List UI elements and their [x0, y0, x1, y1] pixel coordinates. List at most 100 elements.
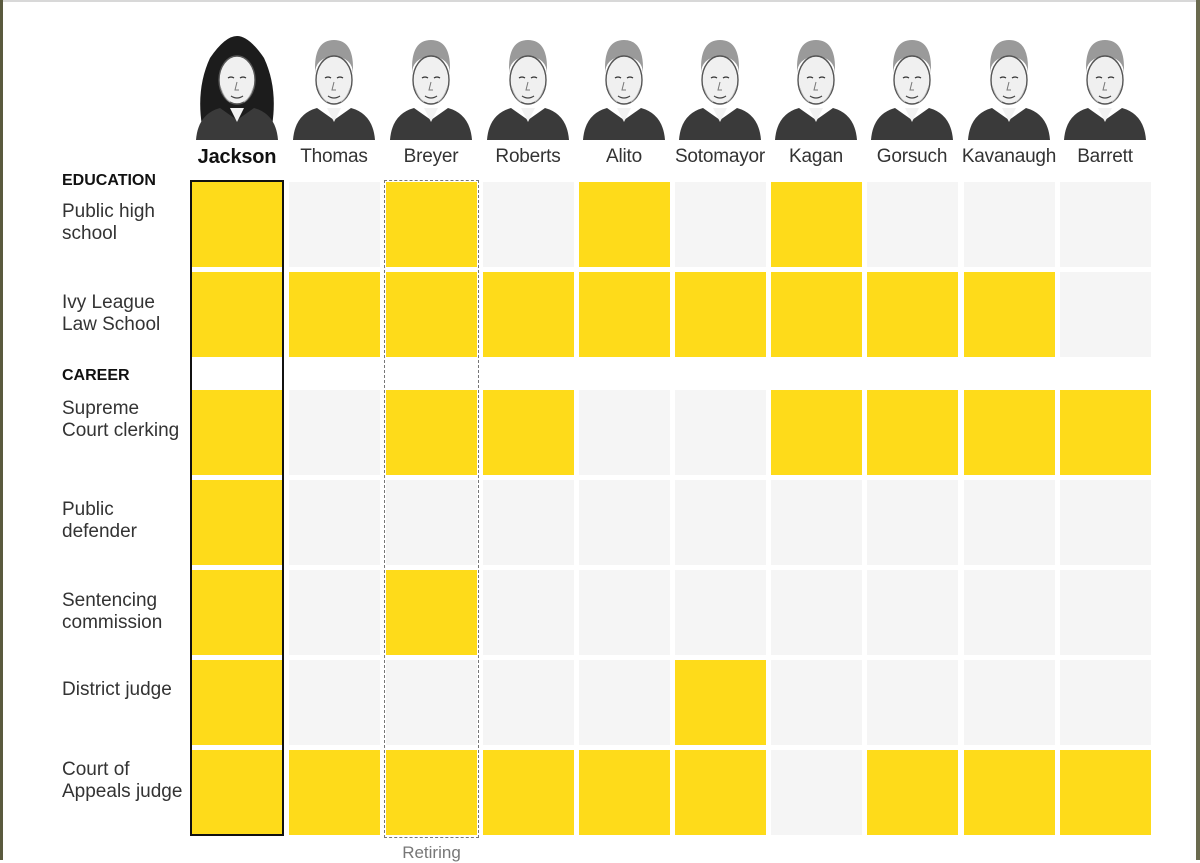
cell-supreme-court-clerking-jackson	[192, 390, 283, 475]
cell-district-judge-thomas	[289, 660, 380, 745]
cell-court-of-appeals-judge-roberts	[483, 750, 574, 835]
column-header-kavanaugh: Kavanaugh	[961, 146, 1057, 167]
column-header-roberts: Roberts	[495, 146, 561, 167]
column-header-alito: Alito	[606, 146, 642, 167]
row-label-sentencing-commission: Sentencing commission	[62, 590, 163, 633]
cell-ivy-league-law-school-sotomayor	[675, 272, 766, 357]
cell-ivy-league-law-school-barrett	[1060, 272, 1151, 357]
window-right-edge	[1196, 0, 1200, 860]
cell-sentencing-commission-kagan	[771, 570, 862, 655]
cell-public-high-school-barrett	[1060, 182, 1151, 267]
window-left-edge	[0, 0, 3, 860]
cell-sentencing-commission-thomas	[289, 570, 380, 655]
row-label-public-defender: Public defender	[62, 499, 138, 542]
cell-public-high-school-roberts	[483, 182, 574, 267]
cell-court-of-appeals-judge-jackson	[192, 750, 283, 835]
cell-public-high-school-breyer	[386, 182, 477, 267]
cell-supreme-court-clerking-kavanaugh	[964, 390, 1055, 475]
cell-public-defender-jackson	[192, 480, 283, 565]
cell-public-defender-gorsuch	[867, 480, 958, 565]
row-label-public-high-school: Public high school	[62, 201, 155, 244]
column-header-gorsuch: Gorsuch	[876, 146, 948, 167]
portrait-barrett	[1064, 40, 1146, 140]
cell-public-high-school-kagan	[771, 182, 862, 267]
row-label-ivy-league-law-school: Ivy League Law School	[62, 292, 161, 335]
cell-public-defender-roberts	[483, 480, 574, 565]
cell-district-judge-jackson	[192, 660, 283, 745]
cell-public-defender-kagan	[771, 480, 862, 565]
cell-district-judge-sotomayor	[675, 660, 766, 745]
cell-court-of-appeals-judge-sotomayor	[675, 750, 766, 835]
cell-district-judge-breyer	[386, 660, 477, 745]
portrait-alito	[583, 40, 665, 140]
cell-district-judge-alito	[579, 660, 670, 745]
retiring-annotation: Retiring	[402, 843, 461, 862]
cell-public-high-school-gorsuch	[867, 182, 958, 267]
cell-court-of-appeals-judge-gorsuch	[867, 750, 958, 835]
cell-supreme-court-clerking-alito	[579, 390, 670, 475]
cell-court-of-appeals-judge-alito	[579, 750, 670, 835]
cell-public-high-school-kavanaugh	[964, 182, 1055, 267]
section-heading-career: CAREER	[62, 367, 130, 384]
cell-district-judge-barrett	[1060, 660, 1151, 745]
portrait-gorsuch	[871, 40, 953, 140]
portrait-breyer	[390, 40, 472, 140]
cell-court-of-appeals-judge-kagan	[771, 750, 862, 835]
portrait-thomas	[293, 40, 375, 140]
cell-ivy-league-law-school-kagan	[771, 272, 862, 357]
portrait-jackson	[196, 36, 278, 140]
portrait-roberts	[487, 40, 569, 140]
section-heading-education: EDUCATION	[62, 172, 156, 189]
cell-court-of-appeals-judge-thomas	[289, 750, 380, 835]
cell-public-defender-thomas	[289, 480, 380, 565]
cell-public-defender-kavanaugh	[964, 480, 1055, 565]
cell-ivy-league-law-school-roberts	[483, 272, 574, 357]
cell-ivy-league-law-school-jackson	[192, 272, 283, 357]
cell-court-of-appeals-judge-breyer	[386, 750, 477, 835]
cell-district-judge-kavanaugh	[964, 660, 1055, 745]
cell-ivy-league-law-school-kavanaugh	[964, 272, 1055, 357]
cell-public-high-school-alito	[579, 182, 670, 267]
cell-public-high-school-thomas	[289, 182, 380, 267]
cell-court-of-appeals-judge-kavanaugh	[964, 750, 1055, 835]
column-header-jackson: Jackson	[197, 146, 277, 168]
cell-sentencing-commission-kavanaugh	[964, 570, 1055, 655]
cell-supreme-court-clerking-breyer	[386, 390, 477, 475]
portrait-kagan	[775, 40, 857, 140]
cell-public-defender-alito	[579, 480, 670, 565]
cell-public-high-school-sotomayor	[675, 182, 766, 267]
cell-ivy-league-law-school-breyer	[386, 272, 477, 357]
cell-sentencing-commission-barrett	[1060, 570, 1151, 655]
cell-supreme-court-clerking-barrett	[1060, 390, 1151, 475]
window-top-edge	[0, 0, 1200, 2]
cell-district-judge-gorsuch	[867, 660, 958, 745]
cell-supreme-court-clerking-kagan	[771, 390, 862, 475]
row-label-supreme-court-clerking: Supreme Court clerking	[62, 398, 180, 441]
column-header-kagan: Kagan	[789, 146, 843, 167]
portrait-kavanaugh	[968, 40, 1050, 140]
cell-public-high-school-jackson	[192, 182, 283, 267]
cell-ivy-league-law-school-gorsuch	[867, 272, 958, 357]
cell-sentencing-commission-jackson	[192, 570, 283, 655]
cell-public-defender-breyer	[386, 480, 477, 565]
cell-sentencing-commission-breyer	[386, 570, 477, 655]
cell-supreme-court-clerking-gorsuch	[867, 390, 958, 475]
row-label-court-of-appeals-judge: Court of Appeals judge	[62, 759, 183, 802]
cell-supreme-court-clerking-roberts	[483, 390, 574, 475]
cell-sentencing-commission-sotomayor	[675, 570, 766, 655]
cell-supreme-court-clerking-sotomayor	[675, 390, 766, 475]
cell-sentencing-commission-alito	[579, 570, 670, 655]
row-label-district-judge: District judge	[62, 679, 172, 700]
cell-district-judge-roberts	[483, 660, 574, 745]
cell-public-defender-sotomayor	[675, 480, 766, 565]
column-header-breyer: Breyer	[403, 146, 459, 167]
column-header-thomas: Thomas	[300, 146, 368, 167]
cell-court-of-appeals-judge-barrett	[1060, 750, 1151, 835]
cell-ivy-league-law-school-alito	[579, 272, 670, 357]
cell-sentencing-commission-roberts	[483, 570, 574, 655]
cell-district-judge-kagan	[771, 660, 862, 745]
cell-public-defender-barrett	[1060, 480, 1151, 565]
portrait-sotomayor	[679, 40, 761, 140]
cell-ivy-league-law-school-thomas	[289, 272, 380, 357]
cell-sentencing-commission-gorsuch	[867, 570, 958, 655]
